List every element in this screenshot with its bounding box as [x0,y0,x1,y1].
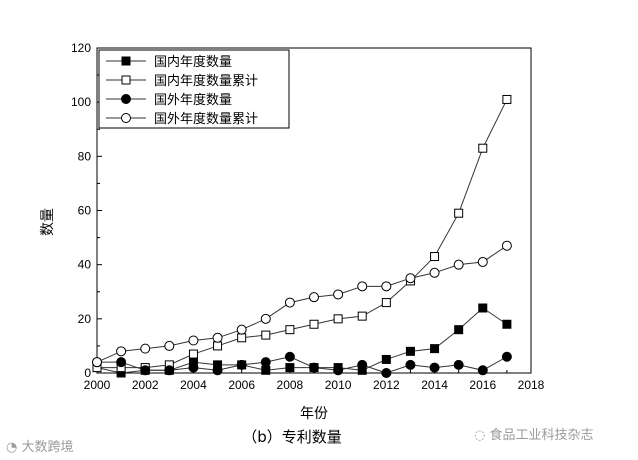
data-point [261,365,271,375]
watermark-right: ◌ 食品工业科技杂志 [474,424,594,443]
wechat-icon: ◌ [474,428,486,443]
data-point [357,311,367,321]
legend-marker [121,94,131,104]
x-tick-label: 2008 [277,378,304,392]
data-point [309,362,319,373]
series-line [97,356,508,374]
data-point [260,357,271,368]
y-tick-label: 0 [84,366,91,380]
data-point [237,333,247,343]
x-tick-label: 2006 [228,378,255,392]
watermark-right-text: 食品工业科技杂志 [489,428,594,443]
series-line [96,245,508,363]
series-line [96,307,508,374]
data-point [284,351,295,362]
y-tick-label: 60 [78,204,92,218]
legend-marker [121,75,131,85]
legend-label: 国外年度数量 [154,92,232,108]
x-tick-label: 2000 [84,378,111,392]
data-point [429,267,440,278]
data-point [405,273,416,284]
data-point [140,343,151,354]
x-tick-label: 2012 [373,378,400,392]
data-point [430,344,440,354]
data-point [309,319,319,329]
data-point [309,292,319,303]
data-point [502,94,512,104]
data-point [381,368,392,378]
data-point [213,341,223,351]
y-tick-label: 80 [78,149,92,163]
weibo-logo-icon: ◔ [6,440,18,455]
data-point [405,346,415,356]
series-3 [92,240,512,368]
legend-label: 国内年度数量累计 [154,73,258,89]
data-point [188,349,198,359]
watermark-left: ◔ 大数跨境 [6,436,74,455]
data-point [116,346,127,357]
data-point [260,313,271,324]
x-tick-label: 2016 [469,378,496,392]
data-point [333,314,343,324]
x-tick-label: 2004 [180,378,207,392]
data-point [164,365,175,376]
data-point [116,357,127,368]
data-point [381,298,391,308]
data-point [478,143,488,153]
y-tick-label: 120 [71,41,91,55]
data-point [429,362,440,373]
y-tick-label: 100 [71,95,91,109]
data-point [164,340,175,351]
data-point [453,359,464,370]
legend-marker [121,56,131,66]
data-point [140,365,151,376]
data-point [430,252,440,262]
legend-label: 国内年度数量 [154,54,232,70]
data-point [381,281,392,292]
x-tick-label: 2002 [132,378,159,392]
data-point [381,354,391,364]
data-point [212,332,223,343]
data-point [454,325,464,335]
data-point [285,363,295,373]
legend-marker [121,113,131,123]
data-point [188,335,199,346]
data-point [333,289,344,300]
data-point [357,281,368,292]
data-point [236,324,247,335]
series-line [97,99,508,369]
watermark-left-text: 大数跨境 [21,440,74,455]
data-point [261,330,271,340]
figure-caption: （b）专利数量 [242,428,342,446]
data-point [454,208,464,218]
x-tick-label: 2018 [518,378,545,392]
data-point [284,297,295,308]
data-point [502,319,512,329]
data-point [501,240,512,251]
series-2 [92,351,512,378]
y-axis-label: 数量 [40,208,56,236]
legend-label: 国外年度数量累计 [154,111,258,127]
data-point [188,362,199,373]
legend-box [98,49,290,129]
data-point [333,365,344,376]
data-point [477,365,488,376]
data-point [285,325,295,335]
data-point [212,365,223,376]
data-point [453,259,464,270]
x-tick-label: 2014 [421,378,448,392]
x-tick-label: 2010 [325,378,352,392]
y-tick-label: 40 [78,258,92,272]
data-point [405,359,416,370]
data-point [478,303,488,313]
data-point [236,359,247,370]
y-tick-label: 20 [78,312,92,326]
x-axis-label: 年份 [300,406,328,422]
data-point [92,357,102,368]
data-point [501,351,512,362]
data-point [477,256,488,267]
series-1 [92,94,512,373]
data-point [357,359,368,370]
